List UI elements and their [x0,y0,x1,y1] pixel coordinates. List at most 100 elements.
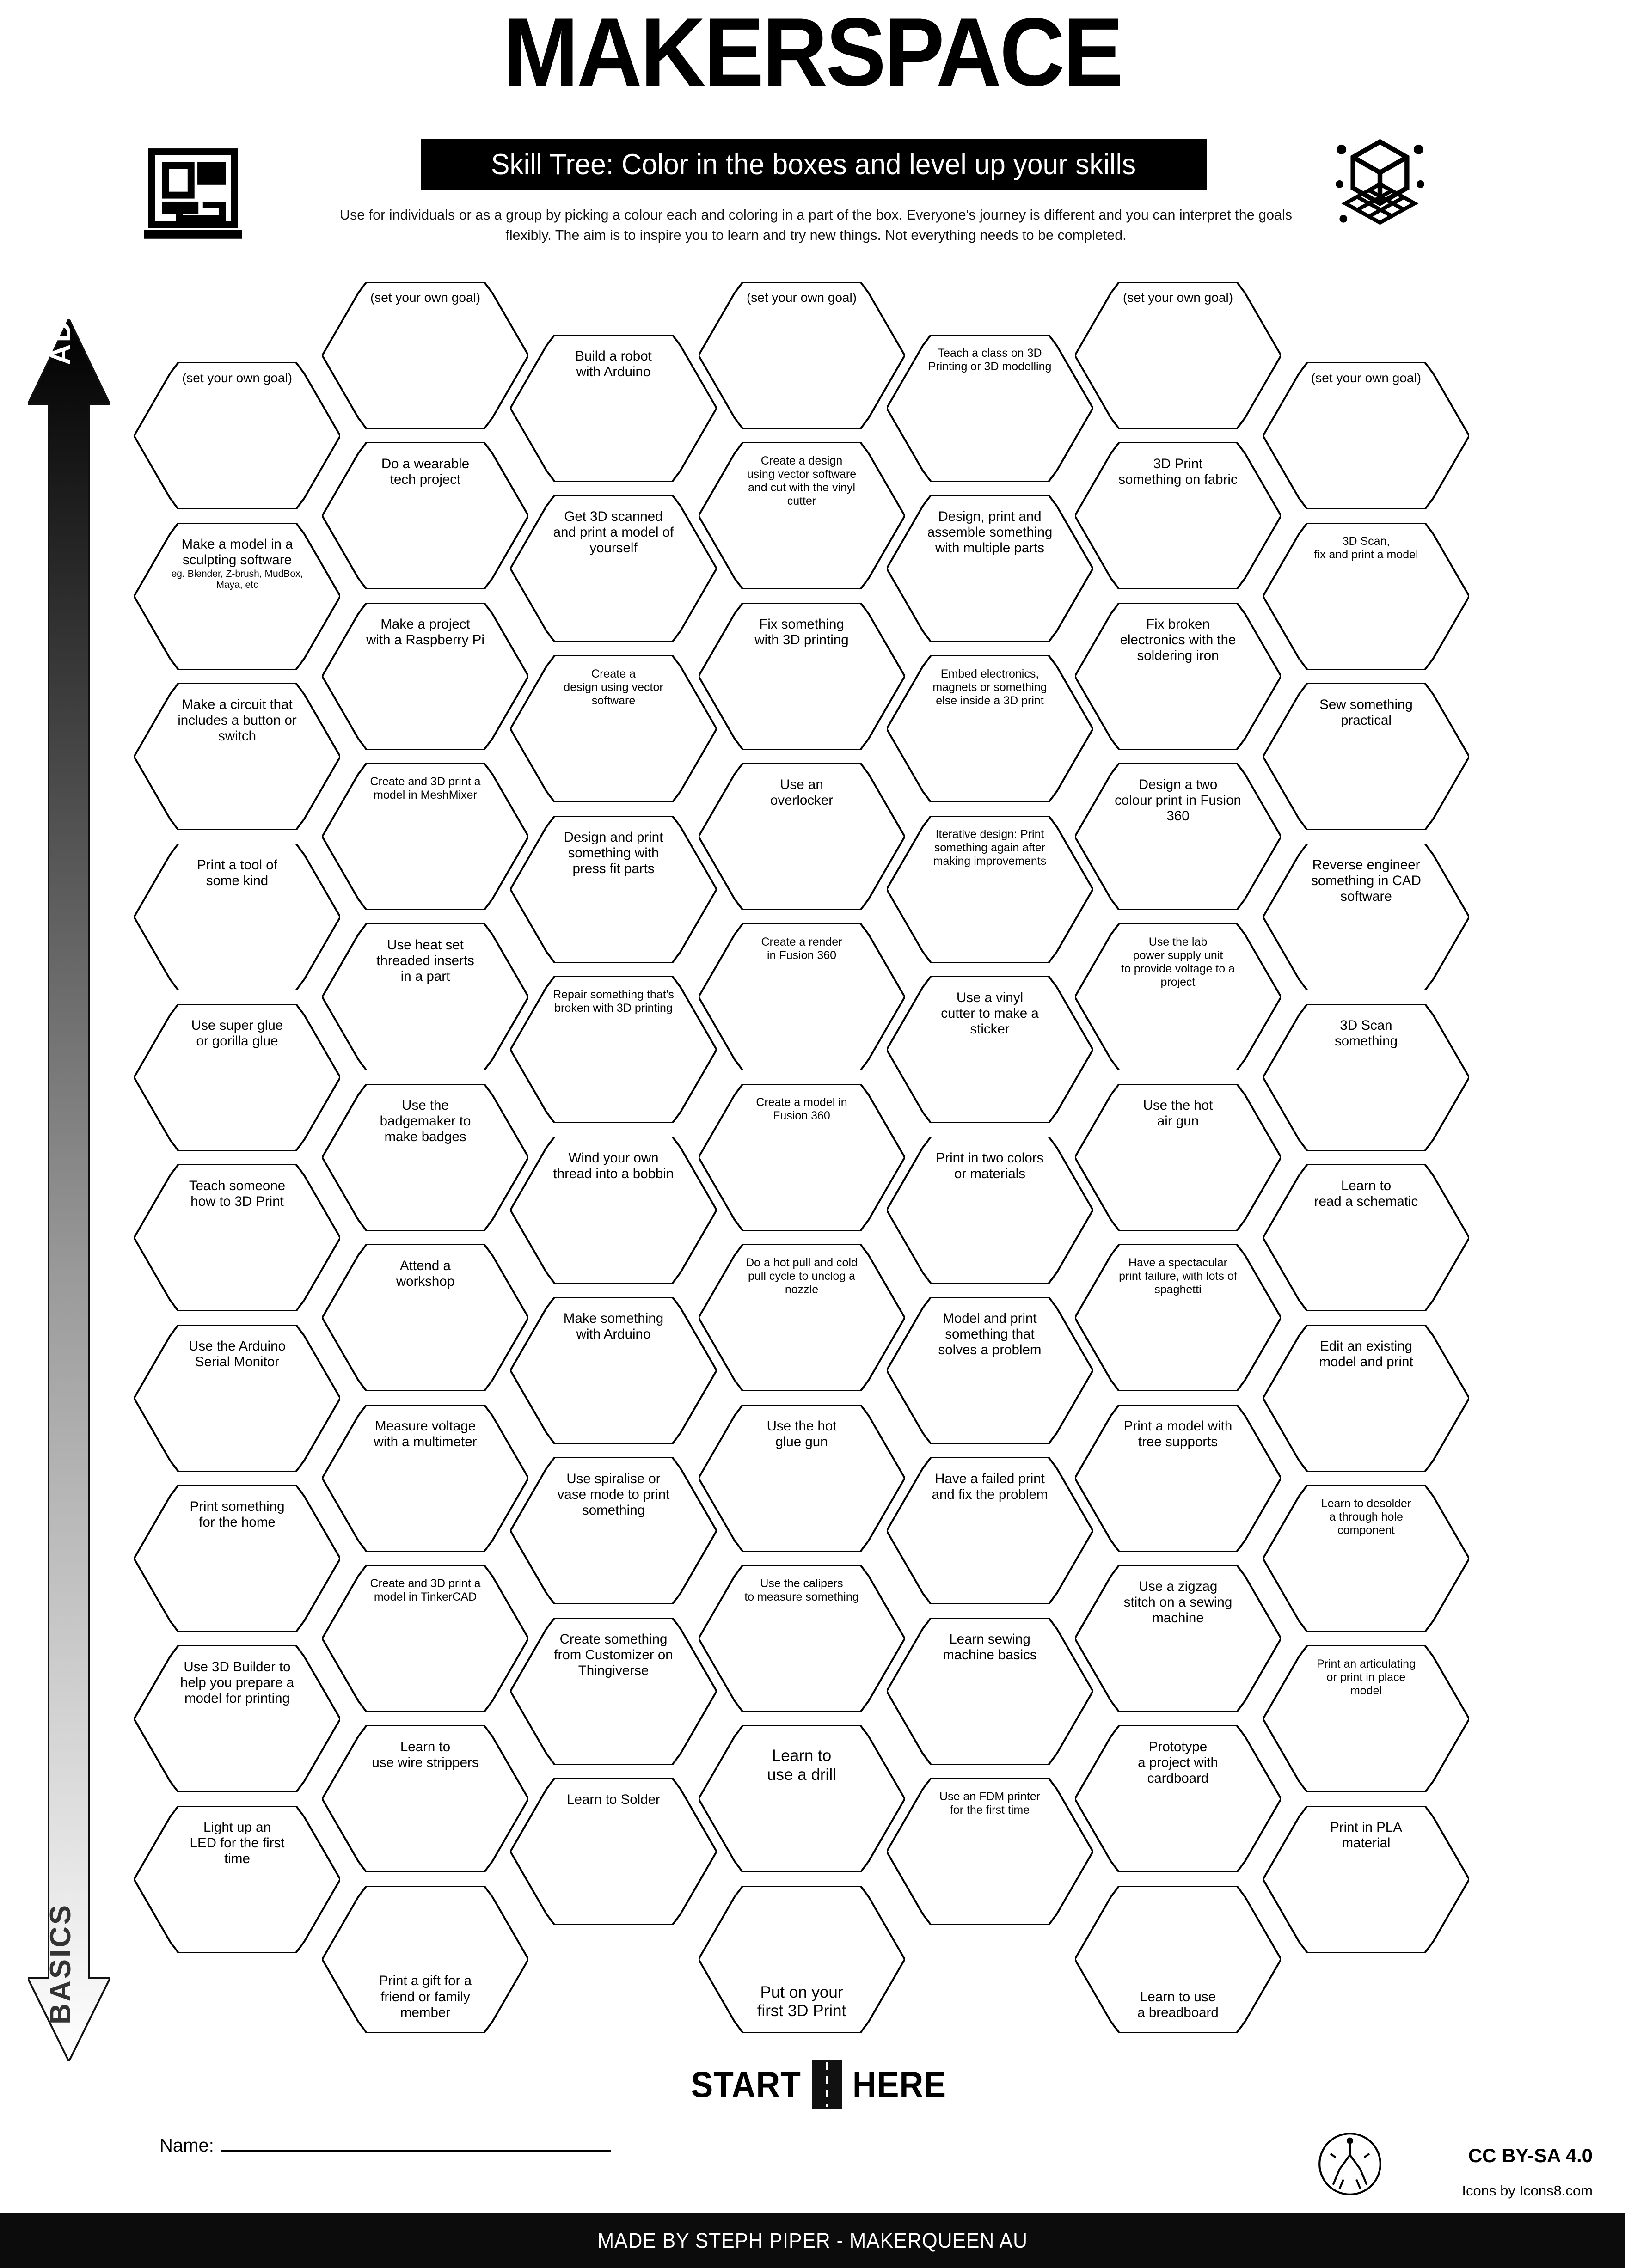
skill-hex-col4-2[interactable]: Create a design using vector software and … [699,442,905,589]
skill-hex-col5-5[interactable]: Use a vinyl cutter to make a sticker [887,976,1093,1123]
skill-hex-col2-8[interactable]: Measure voltage with a multimeter [322,1405,528,1552]
skill-hex-col1-6[interactable]: Teach someone how to 3D Print [134,1164,340,1311]
skill-hex-col4-10[interactable]: Learn to use a drill [699,1725,905,1872]
hex-outline [699,1565,905,1712]
skill-hex-col6-10[interactable]: Prototype a project with cardboard [1075,1725,1281,1872]
footer-bar: MADE BY STEPH PIPER - MAKERQUEEN AU [0,2213,1625,2268]
hex-outline [510,1457,717,1604]
skill-hex-col5-9[interactable]: Learn sewing machine basics [887,1618,1093,1765]
hex-outline [887,1137,1093,1284]
hex-outline [1263,844,1469,990]
hex-outline [699,1084,905,1231]
skill-hex-col6-2[interactable]: 3D Print something on fabric [1075,442,1281,589]
hex-outline [322,1405,528,1552]
3d-printer-icon [143,148,243,242]
hex-outline [887,1618,1093,1765]
footer-credit: MADE BY STEPH PIPER - MAKERQUEEN AU [597,2229,1028,2252]
name-label: Name: [159,2135,214,2156]
skill-hex-col5-4[interactable]: Iterative design: Print something again a… [887,816,1093,963]
hex-outline [699,1405,905,1552]
skill-hex-col4-5[interactable]: Create a render in Fusion 360 [699,923,905,1070]
hex-outline [1075,603,1281,750]
skill-hex-col6-6[interactable]: Use the hot air gun [1075,1084,1281,1231]
skill-hex-col5-1[interactable]: Teach a class on 3D Printing or 3D modell… [887,335,1093,482]
skill-hex-col7-8[interactable]: Learn to desolder a through hole component [1263,1485,1469,1632]
skill-hex-col4-8[interactable]: Use the hot glue gun [699,1405,905,1552]
skill-hex-col2-9[interactable]: Create and 3D print a model in TinkerCAD [322,1565,528,1712]
skill-hex-col3-10[interactable]: Learn to Solder [510,1778,717,1925]
skill-hex-col3-5[interactable]: Repair something that's broken with 3D pr… [510,976,717,1123]
skill-hex-col1-5[interactable]: Use super glue or gorilla glue [134,1004,340,1151]
skill-hex-col3-7[interactable]: Make something with Arduino [510,1297,717,1444]
skill-hex-col6-4[interactable]: Design a two colour print in Fusion 360 [1075,763,1281,910]
hex-outline [322,1084,528,1231]
skill-hex-col2-4[interactable]: Create and 3D print a model in MeshMixer [322,763,528,910]
skill-hex-col7-9[interactable]: Print an articulating or print in place mo… [1263,1645,1469,1792]
license-text: CC BY-SA 4.0 [1468,2145,1593,2166]
skill-hex-col4-7[interactable]: Do a hot pull and cold pull cycle to uncl… [699,1244,905,1391]
skill-hex-col5-8[interactable]: Have a failed print and fix the problem [887,1457,1093,1604]
skill-hex-col6-7[interactable]: Have a spectacular print failure, with lo… [1075,1244,1281,1391]
skill-hex-col5-7[interactable]: Model and print something that solves a pr… [887,1297,1093,1444]
skill-hex-col2-11[interactable]: Print a gift for a friend or family member [322,1886,528,2033]
skill-hex-col3-1[interactable]: Build a robot with Arduino [510,335,717,482]
skill-hex-col7-1[interactable]: (set your own goal) [1263,362,1469,509]
hex-outline [1075,763,1281,910]
hex-outline [699,1886,905,2033]
skill-hex-col7-7[interactable]: Edit an existing model and print [1263,1325,1469,1472]
skill-hex-col4-9[interactable]: Use the calipers to measure something [699,1565,905,1712]
skill-hex-col2-10[interactable]: Learn to use wire strippers [322,1725,528,1872]
skill-hex-col1-4[interactable]: Print a tool of some kind [134,844,340,990]
skill-hex-col7-5[interactable]: 3D Scan something [1263,1004,1469,1151]
skill-hex-col5-2[interactable]: Design, print and assemble something with … [887,495,1093,642]
skill-hex-col1-3[interactable]: Make a circuit that includes a button or s… [134,683,340,830]
skill-hex-col4-11[interactable]: Put on your first 3D Print [699,1886,905,2033]
skill-hex-col1-10[interactable]: Light up an LED for the first time [134,1806,340,1953]
skill-hex-col3-2[interactable]: Get 3D scanned and print a model of yourse… [510,495,717,642]
skill-hex-col3-4[interactable]: Design and print something with press fit … [510,816,717,963]
skill-hex-col2-1[interactable]: (set your own goal) [322,282,528,429]
skill-hex-col7-4[interactable]: Reverse engineer something in CAD software [1263,844,1469,990]
skill-hex-col7-10[interactable]: Print in PLA material [1263,1806,1469,1953]
skill-hex-col1-7[interactable]: Use the Arduino Serial Monitor [134,1325,340,1472]
skill-hex-col3-6[interactable]: Wind your own thread into a bobbin [510,1137,717,1284]
skill-hex-col1-9[interactable]: Use 3D Builder to help you prepare a model… [134,1645,340,1792]
skill-hex-col7-2[interactable]: 3D Scan, fix and print a model [1263,523,1469,670]
hex-outline [699,442,905,589]
skill-hex-col6-1[interactable]: (set your own goal) [1075,282,1281,429]
skill-hex-col4-6[interactable]: Create a model in Fusion 360 [699,1084,905,1231]
hex-outline [699,923,905,1070]
subtitle-banner: Skill Tree: Color in the boxes and level… [421,139,1207,190]
skill-hex-col1-2[interactable]: Make a model in a sculpting software eg. B… [134,523,340,670]
hex-outline [322,603,528,750]
skill-hex-col5-10[interactable]: Use an FDM printer for the first time [887,1778,1093,1925]
hex-outline [699,1725,905,1872]
hex-outline [134,844,340,990]
skill-hex-col4-1[interactable]: (set your own goal) [699,282,905,429]
skill-hex-col2-7[interactable]: Attend a workshop [322,1244,528,1391]
skill-hex-col2-5[interactable]: Use heat set threaded inserts in a part [322,923,528,1070]
skill-hex-col4-3[interactable]: Fix something with 3D printing [699,603,905,750]
skill-hex-col2-6[interactable]: Use the badgemaker to make badges [322,1084,528,1231]
skill-hex-col2-2[interactable]: Do a wearable tech project [322,442,528,589]
skill-hex-col6-3[interactable]: Fix broken electronics with the soldering … [1075,603,1281,750]
skill-hex-col1-1[interactable]: (set your own goal) [134,362,340,509]
skill-hex-col7-3[interactable]: Sew something practical [1263,683,1469,830]
skill-hex-col4-4[interactable]: Use an overlocker [699,763,905,910]
subtitle-text: Skill Tree: Color in the boxes and level… [491,148,1136,181]
hex-outline [1263,1645,1469,1792]
skill-hex-col6-9[interactable]: Use a zigzag stitch on a sewing machine [1075,1565,1281,1712]
skill-hex-col5-3[interactable]: Embed electronics, magnets or something el… [887,655,1093,802]
skill-hex-col3-3[interactable]: Create a design using vector software [510,655,717,802]
skill-hex-col2-3[interactable]: Make a project with a Raspberry Pi [322,603,528,750]
name-field[interactable]: Name: [159,2135,611,2156]
skill-hex-col1-8[interactable]: Print something for the home [134,1485,340,1632]
skill-hex-col6-5[interactable]: Use the lab power supply unit to provide v… [1075,923,1281,1070]
skill-hex-col6-8[interactable]: Print a model with tree supports [1075,1405,1281,1552]
skill-hex-col7-6[interactable]: Learn to read a schematic [1263,1164,1469,1311]
skill-hex-col3-9[interactable]: Create something from Customizer on Thingi… [510,1618,717,1765]
skill-hex-col3-8[interactable]: Use spiralise or vase mode to print someth… [510,1457,717,1604]
skill-hex-col5-6[interactable]: Print in two colors or materials [887,1137,1093,1284]
name-input-rule[interactable] [220,2150,611,2152]
skill-hex-col6-11[interactable]: Learn to use a breadboard [1075,1886,1281,2033]
